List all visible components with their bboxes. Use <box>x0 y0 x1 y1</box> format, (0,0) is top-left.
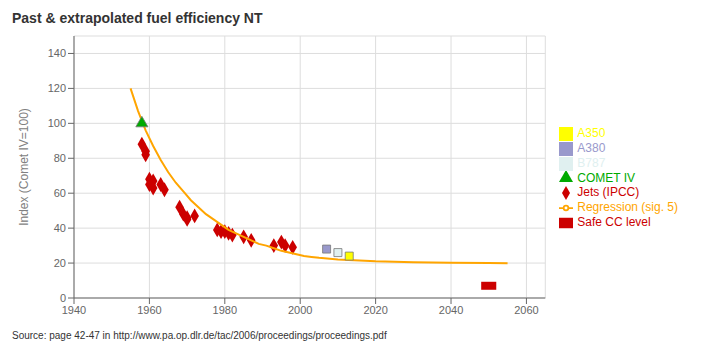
svg-text:1940: 1940 <box>62 304 86 316</box>
svg-text:2020: 2020 <box>363 304 387 316</box>
svg-text:2040: 2040 <box>439 304 463 316</box>
svg-text:1980: 1980 <box>213 304 237 316</box>
svg-text:40: 40 <box>54 222 66 234</box>
svg-text:Index (Comet IV=100): Index (Comet IV=100) <box>17 108 31 226</box>
svg-text:2000: 2000 <box>288 304 312 316</box>
svg-text:80: 80 <box>54 152 66 164</box>
html-text:Source: page 42-47 in http://w: Source: page 42-47 in http://www.pa.op.d… <box>12 330 387 341</box>
svg-text:100: 100 <box>48 117 66 129</box>
html-text:Regression (sig. 5): Regression (sig. 5) <box>577 200 678 215</box>
svg-text:2060: 2060 <box>514 304 538 316</box>
svg-text:60: 60 <box>54 187 66 199</box>
html-text:Jets (IPCC): Jets (IPCC) <box>577 185 640 200</box>
svg-text:0: 0 <box>60 292 66 304</box>
svg-text:20: 20 <box>54 257 66 269</box>
html-text:Past & extrapolated fuel effic: Past & extrapolated fuel efficiency NT <box>12 10 263 26</box>
svg-text:140: 140 <box>48 47 66 59</box>
html-text:A350: A350 <box>577 126 606 141</box>
html-text:B787: B787 <box>577 155 606 170</box>
html-text:COMET IV: COMET IV <box>577 170 636 185</box>
html-text:Safe CC level: Safe CC level <box>577 215 651 230</box>
svg-text:1960: 1960 <box>137 304 161 316</box>
svg-text:120: 120 <box>48 82 66 94</box>
html-text:A380: A380 <box>577 140 606 155</box>
